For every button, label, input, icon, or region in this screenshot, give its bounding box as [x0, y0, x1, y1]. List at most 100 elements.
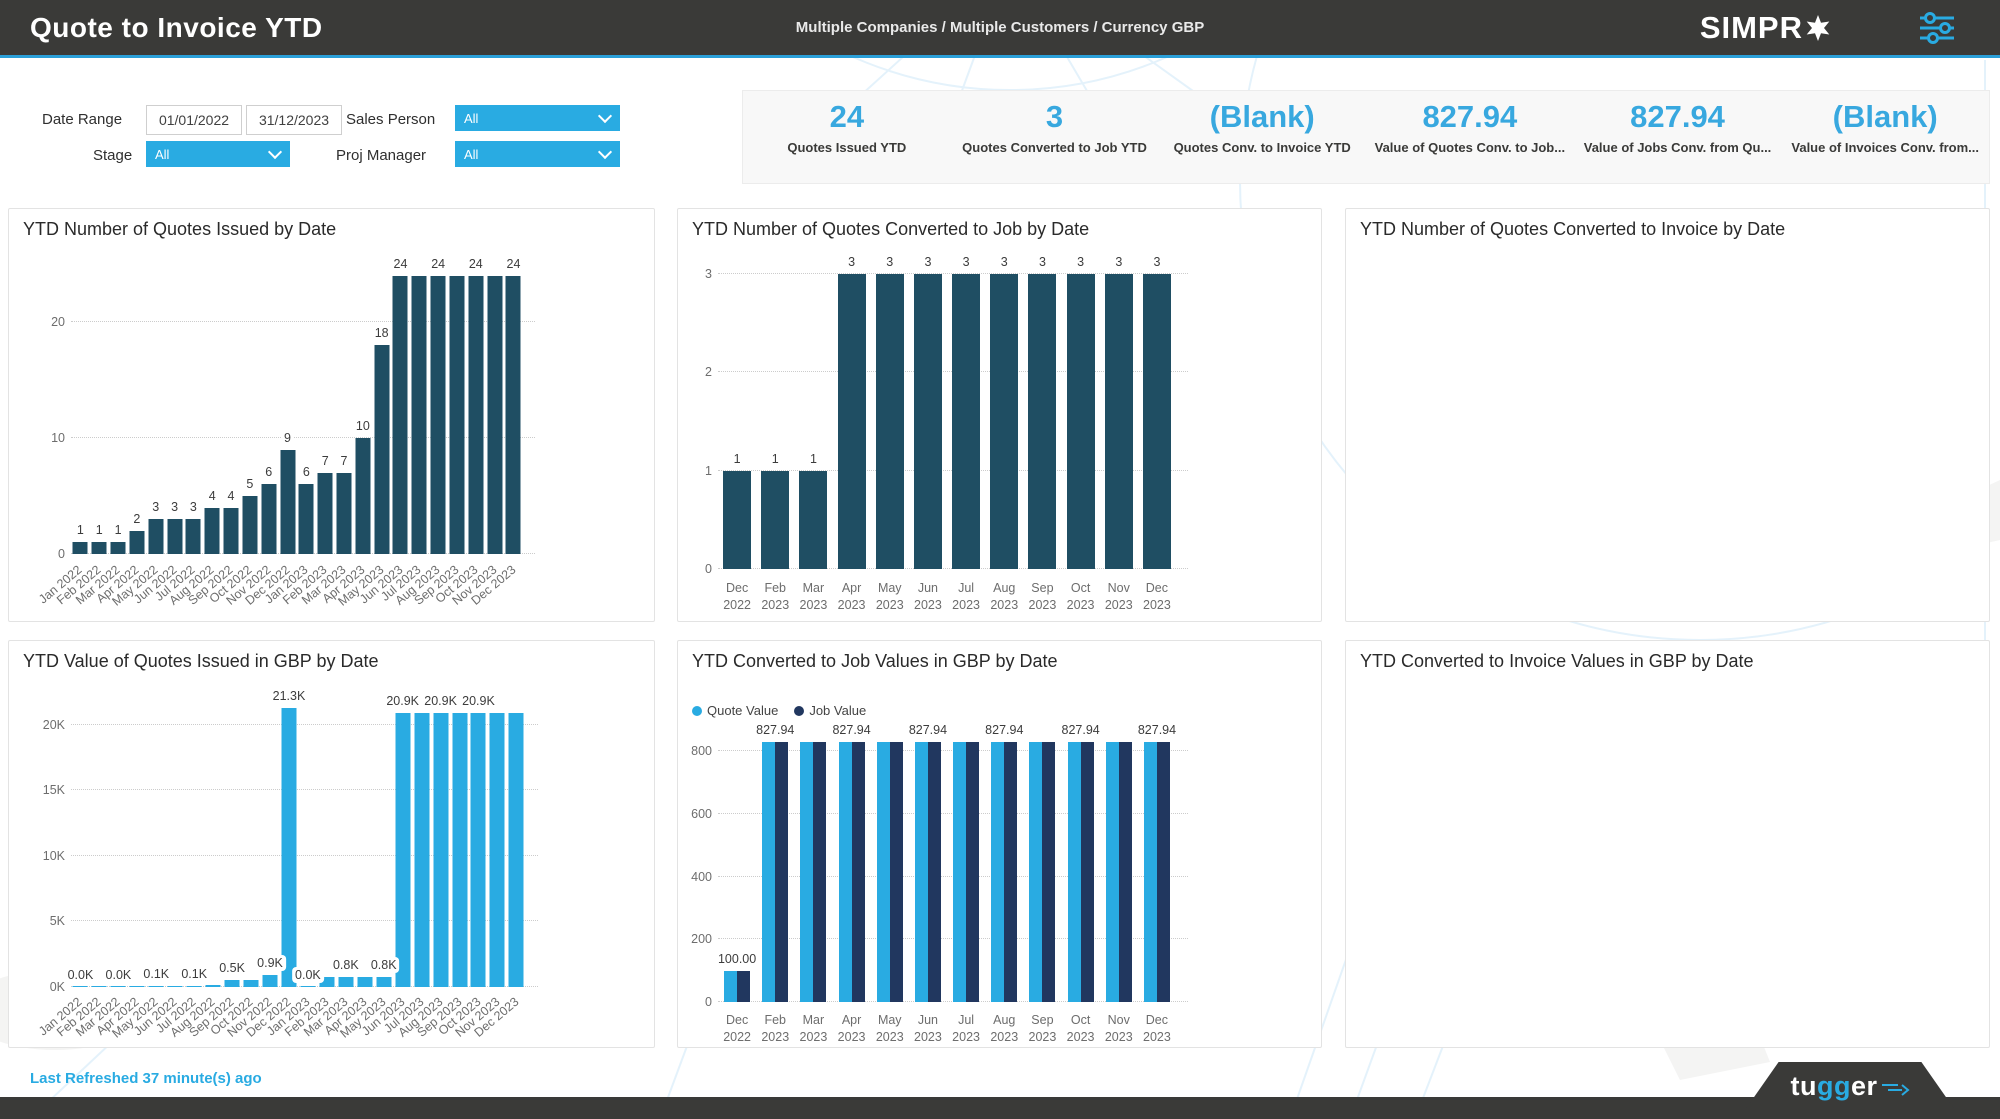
bar[interactable]	[1142, 273, 1171, 569]
bar[interactable]	[204, 507, 220, 554]
bar-quote-value[interactable]	[876, 742, 890, 1002]
bar[interactable]	[129, 986, 145, 987]
bar[interactable]	[723, 470, 752, 569]
bar[interactable]	[837, 273, 866, 569]
bar[interactable]	[1028, 273, 1057, 569]
bar[interactable]	[505, 275, 521, 554]
bar-job-value[interactable]	[775, 742, 789, 1002]
bar[interactable]	[374, 345, 390, 554]
bar[interactable]	[110, 542, 126, 554]
bar-quote-value[interactable]	[1143, 742, 1157, 1002]
bar[interactable]	[433, 713, 449, 987]
bar[interactable]	[430, 275, 446, 554]
bar[interactable]	[91, 542, 107, 554]
bar[interactable]	[110, 986, 126, 987]
bar-slot: 4	[203, 264, 222, 554]
y-tick-label: 15K	[42, 783, 65, 798]
bar[interactable]	[508, 713, 524, 987]
bar-slot: 4	[222, 264, 241, 554]
bar-job-value[interactable]	[851, 742, 865, 1002]
bar[interactable]	[913, 273, 942, 569]
bar[interactable]	[468, 275, 484, 554]
stage-dropdown[interactable]: All	[146, 141, 290, 167]
bar[interactable]	[376, 976, 392, 987]
bar[interactable]	[205, 985, 221, 987]
bar[interactable]	[761, 470, 790, 569]
bar[interactable]	[300, 986, 316, 987]
bar[interactable]	[129, 530, 145, 554]
bar[interactable]	[1066, 273, 1095, 569]
bar[interactable]	[280, 449, 296, 554]
bar[interactable]	[487, 275, 503, 554]
bar[interactable]	[224, 980, 240, 987]
bar[interactable]	[392, 275, 408, 554]
bar[interactable]	[875, 273, 904, 569]
bar-quote-value[interactable]	[762, 742, 776, 1002]
bar[interactable]	[395, 713, 411, 987]
bar[interactable]	[148, 985, 164, 987]
sales-person-dropdown[interactable]: All	[455, 105, 620, 131]
bar[interactable]	[357, 976, 373, 987]
bar-quote-value[interactable]	[914, 742, 928, 1002]
bar-job-value[interactable]	[1080, 742, 1094, 1002]
bar-job-value[interactable]	[1042, 742, 1056, 1002]
bar[interactable]	[262, 975, 278, 987]
bar[interactable]	[281, 707, 297, 987]
bar[interactable]	[449, 275, 465, 554]
bar[interactable]	[1104, 273, 1133, 569]
legend-item[interactable]: Quote Value	[692, 703, 778, 718]
legend-item[interactable]: Job Value	[794, 703, 866, 718]
bar[interactable]	[223, 507, 239, 554]
bar-job-value[interactable]	[813, 742, 827, 1002]
bar[interactable]	[799, 470, 828, 569]
bar[interactable]	[72, 542, 88, 554]
bar-job-value[interactable]	[889, 742, 903, 1002]
bar[interactable]	[452, 713, 468, 987]
bar-quote-value[interactable]	[953, 742, 967, 1002]
bar[interactable]	[186, 985, 202, 987]
bar[interactable]	[91, 986, 107, 987]
bar[interactable]	[185, 519, 201, 554]
bar[interactable]	[243, 980, 259, 987]
bar-quote-value[interactable]	[1029, 742, 1043, 1002]
date-to-input[interactable]	[246, 105, 342, 135]
kpi-value-jobs-conv: 827.94 Value of Jobs Conv. from Qu...	[1574, 91, 1782, 183]
bar[interactable]	[298, 484, 314, 554]
bar-slot: 100.00	[714, 731, 760, 1002]
bar-quote-value[interactable]	[838, 742, 852, 1002]
bar[interactable]	[167, 519, 183, 554]
bar[interactable]	[411, 275, 427, 554]
date-from-input[interactable]	[146, 105, 242, 135]
bar[interactable]	[72, 986, 88, 987]
data-label: 24	[465, 255, 486, 272]
bar-quote-value[interactable]	[724, 970, 738, 1002]
bar-job-value[interactable]	[966, 742, 980, 1002]
bar[interactable]	[990, 273, 1019, 569]
tugger-logo[interactable]: tugger	[1745, 1062, 1955, 1110]
bar-quote-value[interactable]	[800, 742, 814, 1002]
bar-quote-value[interactable]	[991, 742, 1005, 1002]
bar[interactable]	[319, 976, 335, 987]
bar[interactable]	[414, 713, 430, 987]
filter-sliders-icon[interactable]	[1916, 10, 1958, 46]
bar-job-value[interactable]	[1156, 742, 1170, 1002]
bar-job-value[interactable]	[1118, 742, 1132, 1002]
bar[interactable]	[242, 496, 258, 554]
bar[interactable]	[167, 985, 183, 987]
bar[interactable]	[338, 976, 354, 987]
bar-job-value[interactable]	[737, 970, 751, 1002]
kpi-quotes-issued: 24 Quotes Issued YTD	[743, 91, 951, 183]
bar[interactable]	[952, 273, 981, 569]
bar[interactable]	[489, 713, 505, 987]
bar[interactable]	[470, 713, 486, 987]
bar[interactable]	[355, 438, 371, 554]
bar[interactable]	[148, 519, 164, 554]
bar[interactable]	[336, 472, 352, 554]
bar-quote-value[interactable]	[1105, 742, 1119, 1002]
bar-job-value[interactable]	[1004, 742, 1018, 1002]
bar-quote-value[interactable]	[1067, 742, 1081, 1002]
proj-manager-dropdown[interactable]: All	[455, 141, 620, 167]
bar-job-value[interactable]	[927, 742, 941, 1002]
bar[interactable]	[261, 484, 277, 554]
bar[interactable]	[317, 472, 333, 554]
